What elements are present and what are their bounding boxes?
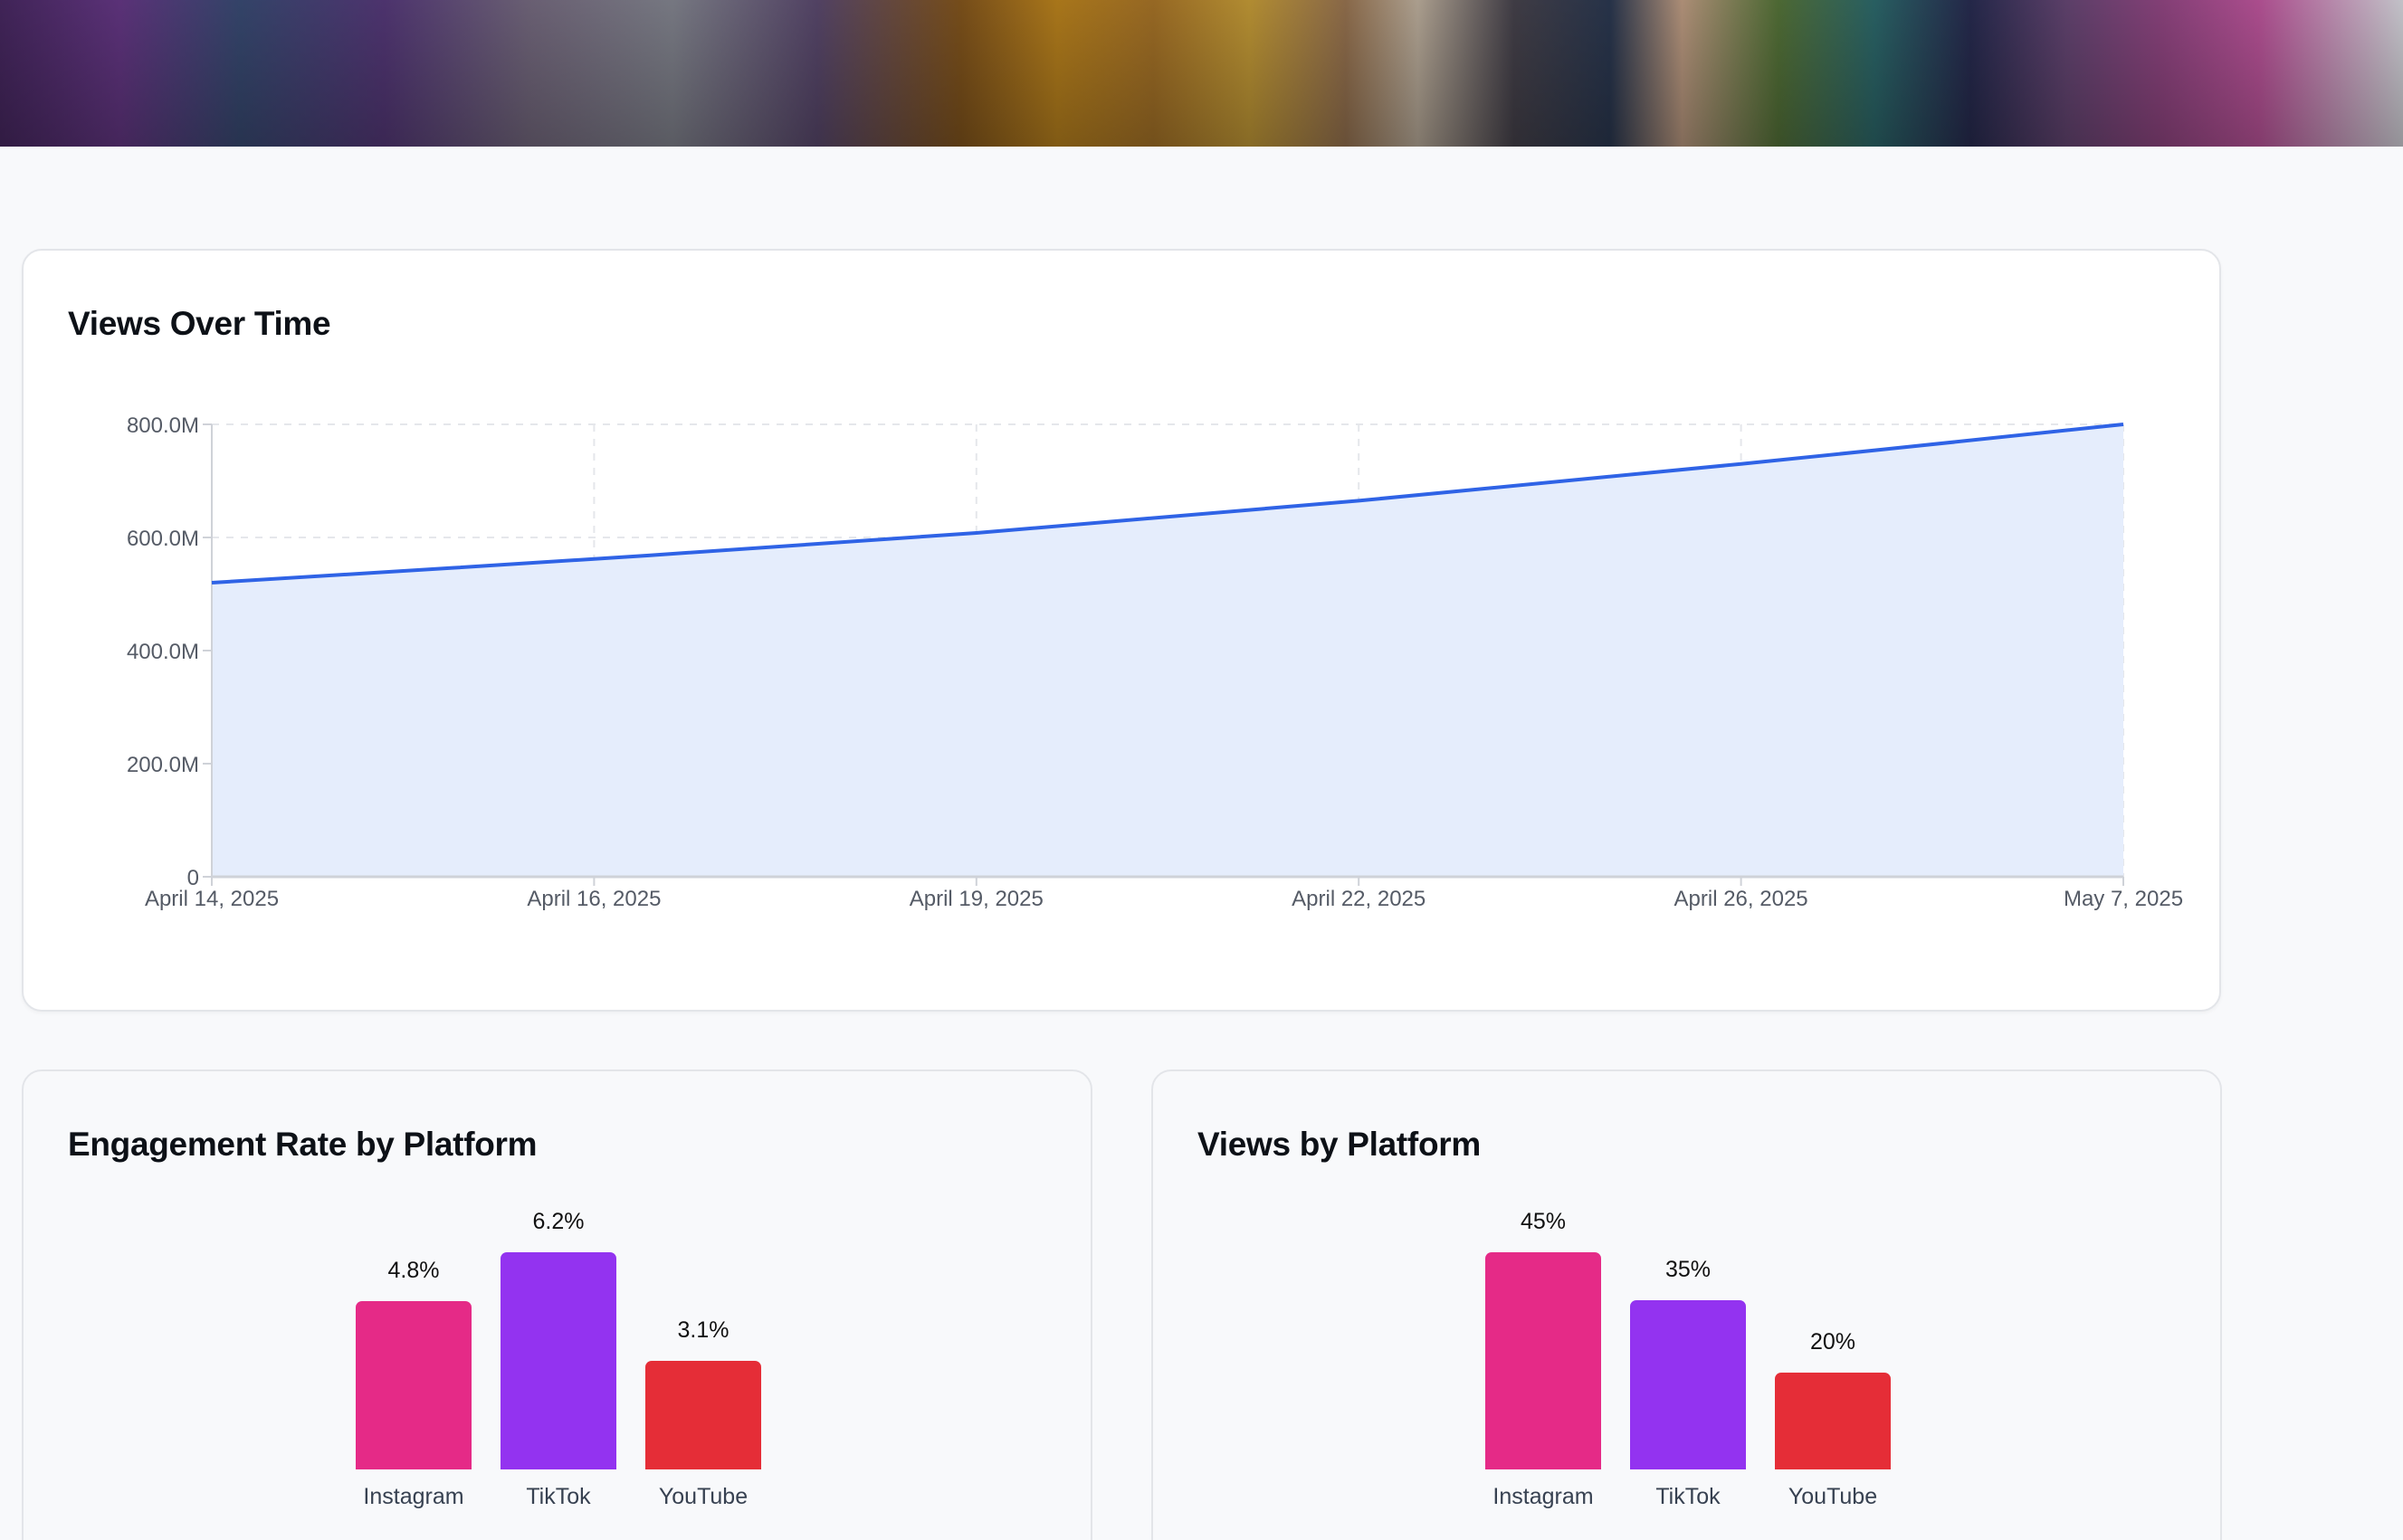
x-axis-tick-label: May 7, 2025	[2064, 887, 2183, 911]
y-axis-tick-label: 200.0M	[127, 753, 199, 777]
bar-category-label: TikTok	[526, 1484, 591, 1509]
bar-value-label: 35%	[1664, 1257, 1712, 1283]
bar-value-label: 6.2%	[532, 1209, 585, 1234]
x-axis-tick-label: April 19, 2025	[910, 887, 1044, 911]
bar-tiktok[interactable]	[1630, 1300, 1746, 1469]
views-over-time-card: Views Over Time 0 200.0M 400.0M 600.0M 800.0…	[22, 249, 2221, 1012]
x-axis-tick-label: April 16, 2025	[527, 887, 661, 911]
area-fill	[212, 424, 2123, 877]
engagement-rate-card: Engagement Rate by Platform 4.8% Instagra…	[22, 1069, 1092, 1540]
y-axis-tick-label: 0	[187, 866, 199, 890]
views-over-time-title: Views Over Time	[68, 305, 331, 342]
bar-category-label: TikTok	[1655, 1484, 1721, 1509]
views-line	[211, 423, 2124, 585]
x-axis-tick-label: April 26, 2025	[1674, 887, 1808, 911]
bar-value-label: 3.1%	[677, 1317, 729, 1343]
bar-instagram[interactable]	[356, 1301, 472, 1469]
bar-value-label: 4.8%	[387, 1258, 440, 1284]
views-over-time-chart[interactable]: 0 200.0M 400.0M 600.0M 800.0M April 14, 2025 A…	[24, 251, 2223, 1013]
bar-category-label: YouTube	[658, 1484, 749, 1509]
bar-category-label: Instagram	[363, 1484, 464, 1509]
x-axis-tick-label: April 14, 2025	[145, 887, 279, 911]
y-axis-tick-label: 400.0M	[127, 640, 199, 664]
bar-value-label: 45%	[1520, 1209, 1567, 1234]
bar-tiktok[interactable]	[501, 1252, 616, 1469]
x-axis-tick-label: April 22, 2025	[1292, 887, 1426, 911]
bar-youtube[interactable]	[1775, 1373, 1891, 1469]
bar-category-label: Instagram	[1492, 1484, 1594, 1509]
bar-youtube[interactable]	[645, 1361, 761, 1469]
y-axis-tick-label: 800.0M	[127, 414, 199, 438]
bar-category-label: YouTube	[1788, 1484, 1878, 1509]
views-by-platform-title: Views by Platform	[1197, 1126, 1481, 1163]
hero-banner-image	[0, 0, 2403, 147]
views-by-platform-card: Views by Platform 45% Instagram 35% TikTok 2…	[1151, 1069, 2222, 1540]
y-axis-tick-label: 600.0M	[127, 527, 199, 551]
engagement-rate-title: Engagement Rate by Platform	[68, 1126, 538, 1163]
bar-instagram[interactable]	[1485, 1252, 1601, 1469]
bar-value-label: 20%	[1809, 1329, 1856, 1355]
